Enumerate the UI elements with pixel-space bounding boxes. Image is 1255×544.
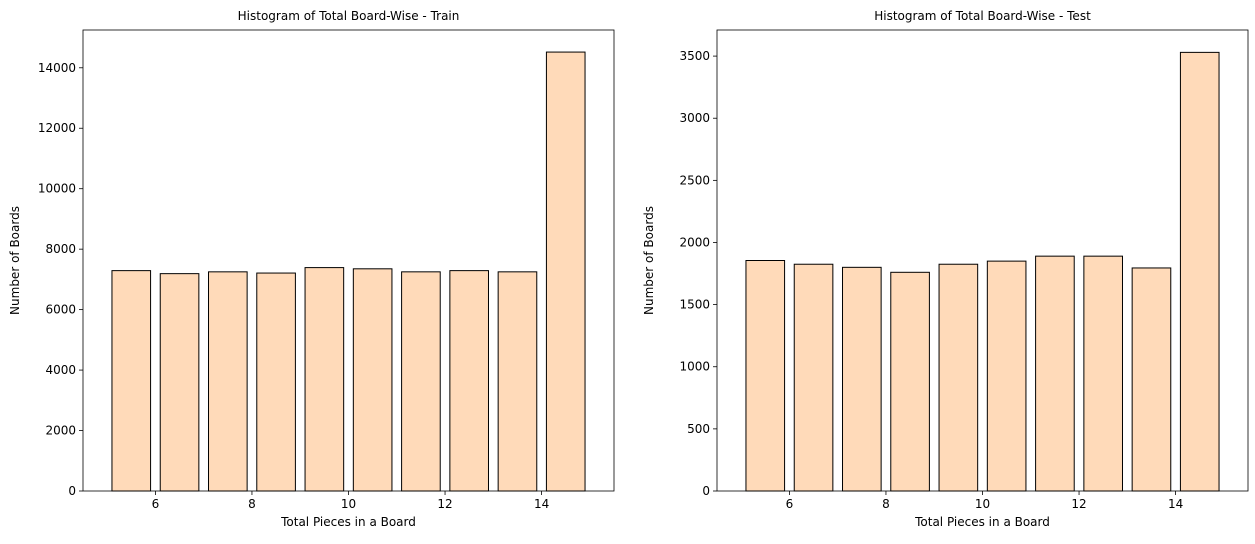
histogram-bar xyxy=(256,272,296,492)
histogram-bar xyxy=(1131,267,1172,492)
histogram-bar xyxy=(842,266,882,492)
x-tick-label: 6 xyxy=(152,497,160,511)
x-tick-label: 12 xyxy=(1071,497,1086,511)
x-tick-label: 8 xyxy=(248,497,256,511)
x-tick-label: 12 xyxy=(437,497,452,511)
histogram-bar xyxy=(304,267,345,492)
y-tick-label: 0 xyxy=(702,484,710,498)
chart-title: Histogram of Total Board-Wise - Test xyxy=(874,9,1091,23)
y-tick-label: 500 xyxy=(687,422,710,436)
x-tick-label: 10 xyxy=(341,497,356,511)
y-tick-label: 1000 xyxy=(679,360,710,374)
histogram-bar xyxy=(938,263,979,492)
x-tick-label: 6 xyxy=(786,497,794,511)
x-tick-label: 14 xyxy=(1168,497,1183,511)
y-tick-label: 0 xyxy=(68,484,76,498)
x-axis-label: Total Pieces in a Board xyxy=(914,515,1050,529)
y-tick-label: 8000 xyxy=(45,242,76,256)
y-tick-label: 6000 xyxy=(45,303,76,317)
y-tick-label: 12000 xyxy=(38,121,76,135)
y-tick-label: 10000 xyxy=(38,182,76,196)
x-axis-label: Total Pieces in a Board xyxy=(280,515,416,529)
chart-title: Histogram of Total Board-Wise - Train xyxy=(238,9,460,23)
y-tick-label: 2000 xyxy=(45,424,76,438)
histogram-bar xyxy=(449,270,489,492)
y-axis-label: Number of Boards xyxy=(8,206,22,315)
histogram-bar xyxy=(208,271,248,492)
x-tick-label: 8 xyxy=(882,497,890,511)
y-tick-label: 4000 xyxy=(45,363,76,377)
histogram-bar xyxy=(111,270,152,492)
histogram-bar xyxy=(401,271,441,492)
histogram-bar xyxy=(1035,255,1075,492)
histogram-bar xyxy=(352,268,393,492)
histogram-bar xyxy=(986,260,1027,492)
histogram-bar xyxy=(545,51,586,492)
test-histogram-panel: Histogram of Total Board-Wise - Test Tot… xyxy=(642,9,1249,529)
x-tick-label: 10 xyxy=(975,497,990,511)
histogram-bar xyxy=(159,273,200,492)
histogram-bar xyxy=(1083,255,1123,492)
y-tick-label: 3000 xyxy=(679,111,710,125)
x-tick-label: 14 xyxy=(534,497,549,511)
y-tick-label: 3500 xyxy=(679,49,710,63)
train-histogram-panel: Histogram of Total Board-Wise - Train To… xyxy=(8,9,615,529)
histogram-bar xyxy=(497,271,538,492)
y-tick-label: 2500 xyxy=(679,173,710,187)
histogram-bar xyxy=(793,263,834,492)
y-tick-label: 2000 xyxy=(679,235,710,249)
y-axis-label: Number of Boards xyxy=(642,206,656,315)
histogram-bar xyxy=(745,260,786,492)
y-tick-label: 14000 xyxy=(38,61,76,75)
histogram-bar xyxy=(890,271,930,492)
y-tick-label: 1500 xyxy=(679,298,710,312)
histogram-bar xyxy=(1179,51,1220,492)
